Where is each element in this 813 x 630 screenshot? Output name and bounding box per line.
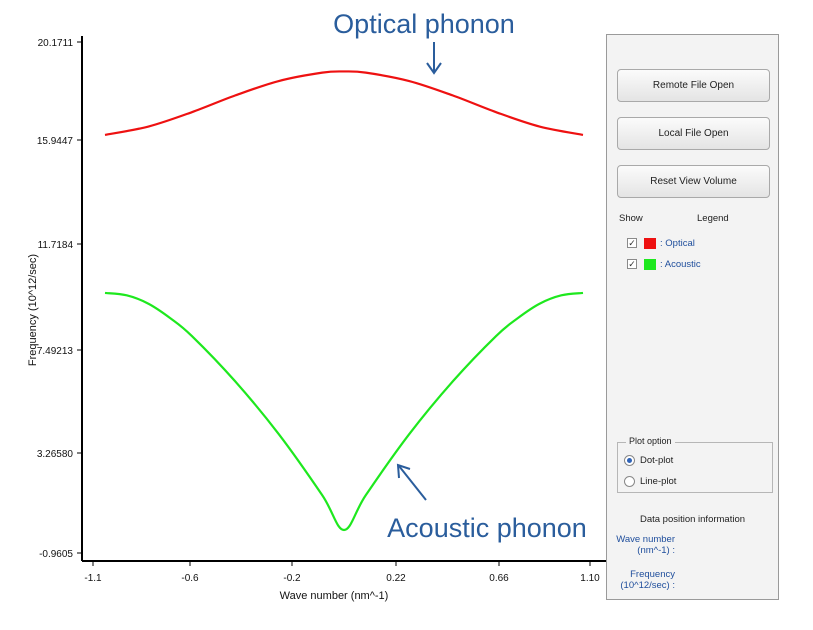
legend-label-optical: : Optical <box>660 237 695 249</box>
dot-plot-option[interactable]: Dot-plot <box>624 455 673 466</box>
line-plot-label: Line-plot <box>640 476 677 487</box>
legend-item-acoustic: ✓ : Acoustic <box>627 257 701 271</box>
x-tick-label: 1.10 <box>580 573 600 584</box>
series-line-acoustic <box>104 291 584 532</box>
x-tick-label: -0.6 <box>181 573 199 584</box>
annotation-optical-phonon: Optical phonon <box>333 9 515 39</box>
legend-label-acoustic: : Acoustic <box>660 258 701 270</box>
y-tick-label: 7.49213 <box>37 346 74 357</box>
local-file-open-button[interactable]: Local File Open <box>617 117 770 150</box>
x-tick-label: -1.1 <box>84 573 102 584</box>
series-line-optical <box>104 70 584 136</box>
legend-show-header: Show <box>619 213 643 224</box>
wave-number-readout-label: Wave number (nm^-1) : <box>616 534 675 556</box>
optical-show-checkbox[interactable]: ✓ <box>627 238 637 248</box>
acoustic-color-swatch <box>644 258 656 270</box>
line-plot-radio[interactable] <box>624 476 635 487</box>
x-axis-label: Wave number (nm^-1) <box>280 590 389 602</box>
annotation-acoustic-phonon: Acoustic phonon <box>387 513 587 543</box>
plot-option-group: Plot option Dot-plot Line-plot <box>617 436 773 493</box>
y-tick-label: -0.9605 <box>39 549 73 560</box>
annotation-arrowhead-optical <box>426 62 442 75</box>
line-plot-option[interactable]: Line-plot <box>624 476 676 487</box>
acoustic-show-checkbox[interactable]: ✓ <box>627 259 637 269</box>
x-tick-label: -0.2 <box>283 573 301 584</box>
data-position-title: Data position information <box>639 514 746 525</box>
y-tick-label: 15.9447 <box>37 136 74 147</box>
dot-plot-radio[interactable] <box>624 455 635 466</box>
annotation-arrow-acoustic <box>398 465 427 501</box>
legend-header: Legend <box>697 213 729 224</box>
dot-plot-label: Dot-plot <box>640 455 674 466</box>
y-tick-label: 3.26580 <box>37 449 74 460</box>
reset-view-volume-button[interactable]: Reset View Volume <box>617 165 770 198</box>
x-tick-label: 0.22 <box>386 573 406 584</box>
annotation-arrowhead-acoustic <box>396 463 411 479</box>
remote-file-open-button[interactable]: Remote File Open <box>617 69 770 102</box>
frequency-readout-label: Frequency (10^12/sec) : <box>620 569 675 591</box>
plot-option-title: Plot option <box>626 436 675 446</box>
y-tick-label: 11.7184 <box>38 240 74 251</box>
y-tick-label: 20.1711 <box>38 38 74 49</box>
y-axis-label: Frequency (10^12/sec) <box>27 254 39 366</box>
optical-color-swatch <box>644 237 656 249</box>
x-tick-label: 0.66 <box>489 573 509 584</box>
legend-item-optical: ✓ : Optical <box>627 236 695 250</box>
control-panel: Remote File Open Local File Open Reset V… <box>606 34 779 600</box>
